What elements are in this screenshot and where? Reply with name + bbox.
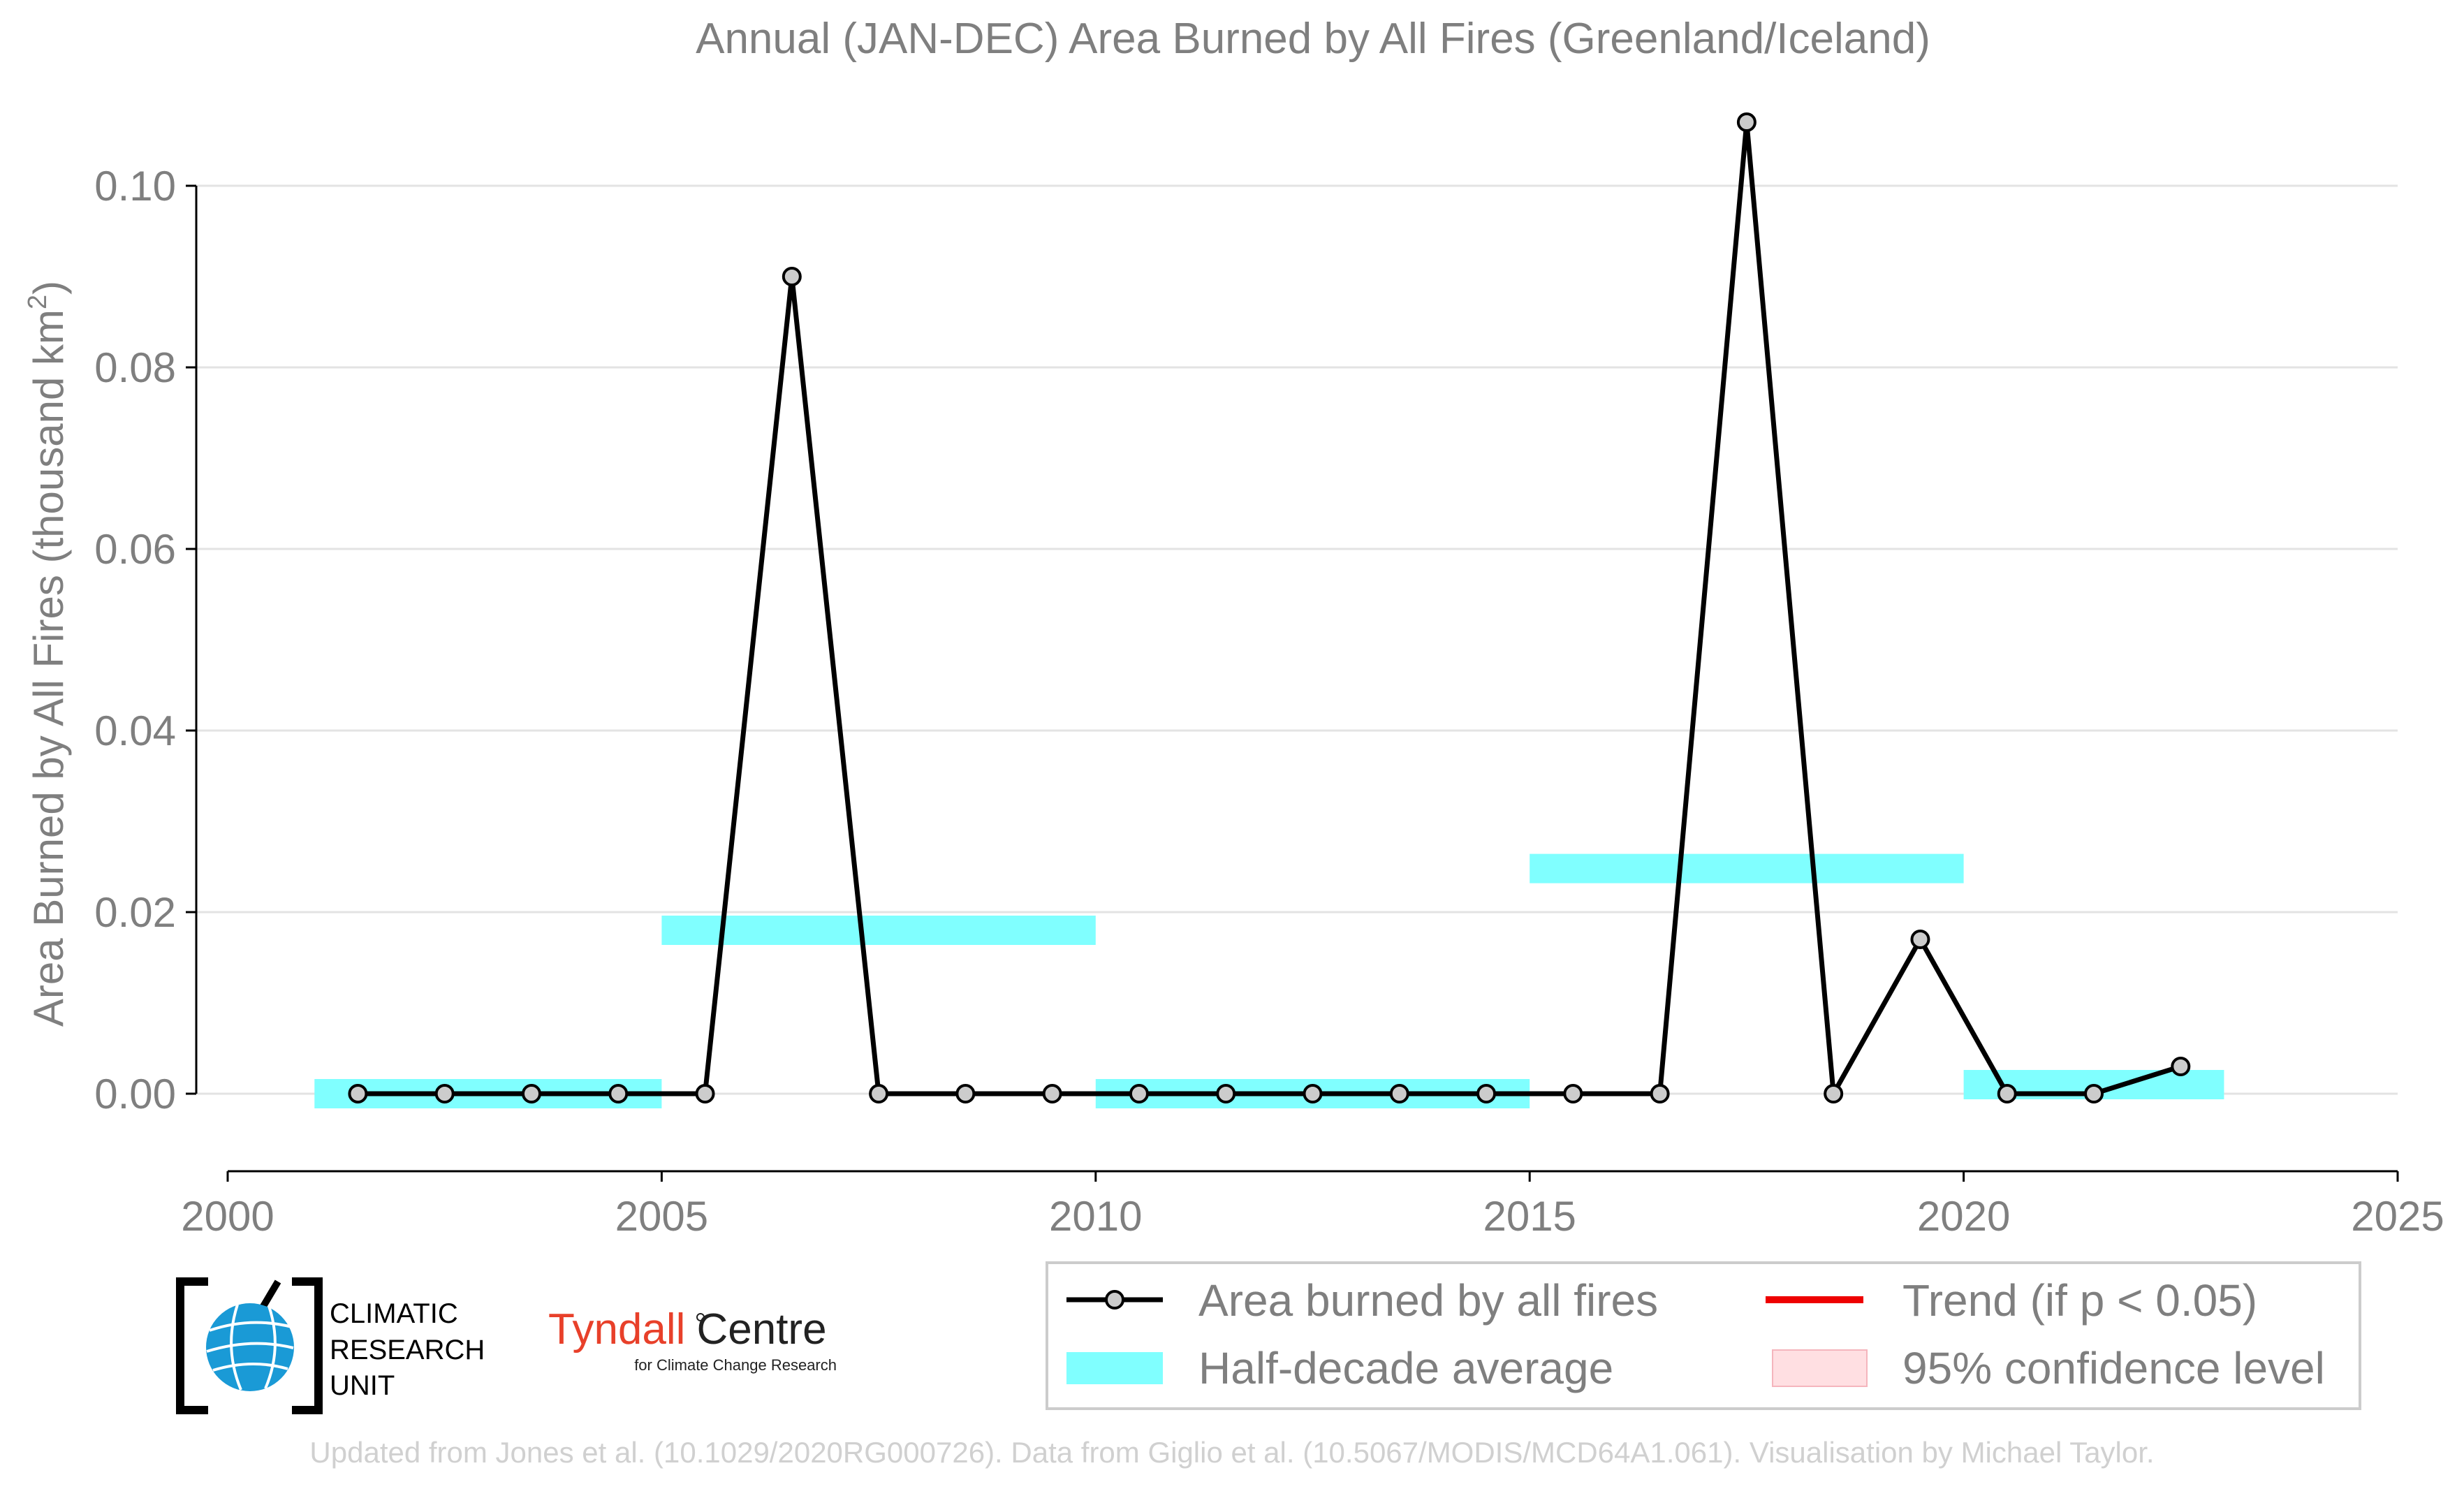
legend-box bbox=[1046, 1261, 2361, 1410]
data-point-9 bbox=[1129, 1084, 1149, 1103]
cru-bracket-notch bbox=[259, 1279, 281, 1310]
data-point-5 bbox=[782, 267, 802, 286]
legend-marker-swatch bbox=[1105, 1290, 1124, 1310]
x-tick-label-3: 2015 bbox=[1483, 1193, 1576, 1240]
x-tick-label-4: 2020 bbox=[1917, 1193, 2010, 1240]
series-line-0 bbox=[358, 119, 2182, 1096]
tyndall-centre: Centre bbox=[696, 1305, 826, 1354]
half-decade-bar-3 bbox=[1530, 853, 1964, 883]
data-point-3 bbox=[608, 1084, 629, 1103]
data-point-11 bbox=[1303, 1084, 1323, 1103]
cru-line-2: RESEARCH bbox=[330, 1335, 485, 1365]
tyndall-logo: Tyndall Centre for Climate Change Researc… bbox=[548, 1305, 837, 1374]
data-point-14 bbox=[1563, 1084, 1583, 1103]
series-area-burned bbox=[348, 112, 2191, 1103]
x-tick-label-1: 2005 bbox=[615, 1193, 708, 1240]
y-tick-label-2: 0.04 bbox=[94, 707, 176, 754]
data-point-4 bbox=[695, 1084, 715, 1103]
data-point-16 bbox=[1736, 112, 1757, 132]
y-axis-label-close: ) bbox=[25, 281, 72, 295]
legend-label-area-burned: Area burned by all fires bbox=[1198, 1275, 1658, 1326]
y-tick-label-1: 0.02 bbox=[94, 889, 176, 936]
y-axis-ticks: 0.00 0.02 0.04 0.06 0.08 0.10 bbox=[94, 163, 196, 1117]
data-point-19 bbox=[1997, 1084, 2017, 1103]
x-axis-ticks: 2000 2005 2010 2015 2020 2025 bbox=[181, 1171, 2444, 1240]
y-tick-label-3: 0.06 bbox=[94, 526, 176, 573]
y-tick-label-0: 0.00 bbox=[94, 1071, 176, 1117]
data-point-13 bbox=[1476, 1084, 1497, 1103]
data-point-20 bbox=[2084, 1084, 2104, 1103]
legend-label-trend: Trend (if p < 0.05) bbox=[1902, 1275, 2257, 1326]
data-point-0 bbox=[348, 1084, 368, 1103]
footer-credit: Updated from Jones et al. (10.1029/2020R… bbox=[309, 1436, 2154, 1469]
data-point-18 bbox=[1910, 930, 1930, 949]
data-point-7 bbox=[955, 1084, 976, 1103]
data-point-10 bbox=[1216, 1084, 1236, 1103]
tyndall-subtitle: for Climate Change Research bbox=[634, 1356, 837, 1374]
legend-label-half-decade: Half-decade average bbox=[1198, 1343, 1613, 1393]
tyndall-wordmark: Tyndall Centre bbox=[548, 1305, 827, 1354]
data-point-8 bbox=[1042, 1084, 1062, 1103]
tyndall-degree-icon bbox=[696, 1313, 705, 1321]
x-tick-label-2: 2010 bbox=[1049, 1193, 1142, 1240]
cru-logo: CLIMATIC RESEARCH UNIT bbox=[176, 1277, 485, 1414]
half-decade-bar-1 bbox=[661, 916, 1096, 945]
cru-bracket-right bbox=[292, 1277, 323, 1414]
data-point-17 bbox=[1824, 1084, 1844, 1103]
data-point-1 bbox=[434, 1084, 455, 1103]
chart-title: Annual (JAN-DEC) Area Burned by All Fire… bbox=[696, 15, 1930, 63]
y-tick-label-5: 0.10 bbox=[94, 163, 176, 210]
legend-confidence-swatch bbox=[1772, 1349, 1868, 1387]
legend-label-confidence: 95% confidence level bbox=[1902, 1343, 2325, 1393]
y-tick-label-4: 0.08 bbox=[94, 344, 176, 391]
data-point-12 bbox=[1389, 1084, 1409, 1103]
legend: Area burned by all fires Trend (if p < 0… bbox=[1046, 1261, 2361, 1410]
cru-line-3: UNIT bbox=[330, 1370, 395, 1401]
y-axis-label: Area Burned by All Fires (thousand km2) bbox=[23, 281, 72, 1027]
legend-half-decade-swatch bbox=[1066, 1352, 1163, 1384]
data-point-6 bbox=[869, 1084, 889, 1103]
data-point-15 bbox=[1650, 1084, 1670, 1103]
tyndall-main: Tyndall bbox=[548, 1305, 685, 1354]
data-point-2 bbox=[521, 1084, 541, 1103]
globe-icon bbox=[206, 1303, 294, 1391]
x-tick-label-5: 2025 bbox=[2351, 1193, 2444, 1240]
y-axis-label-main: Area Burned by All Fires (thousand km bbox=[25, 309, 72, 1027]
y-axis-label-superscript: 2 bbox=[23, 295, 52, 309]
x-tick-label-0: 2000 bbox=[181, 1193, 274, 1240]
cru-line-1: CLIMATIC bbox=[330, 1298, 458, 1329]
half-decade-bars bbox=[314, 853, 2224, 1108]
gridlines bbox=[196, 184, 2398, 1095]
cru-bracket-left bbox=[176, 1277, 208, 1414]
data-point-21 bbox=[2171, 1057, 2191, 1076]
